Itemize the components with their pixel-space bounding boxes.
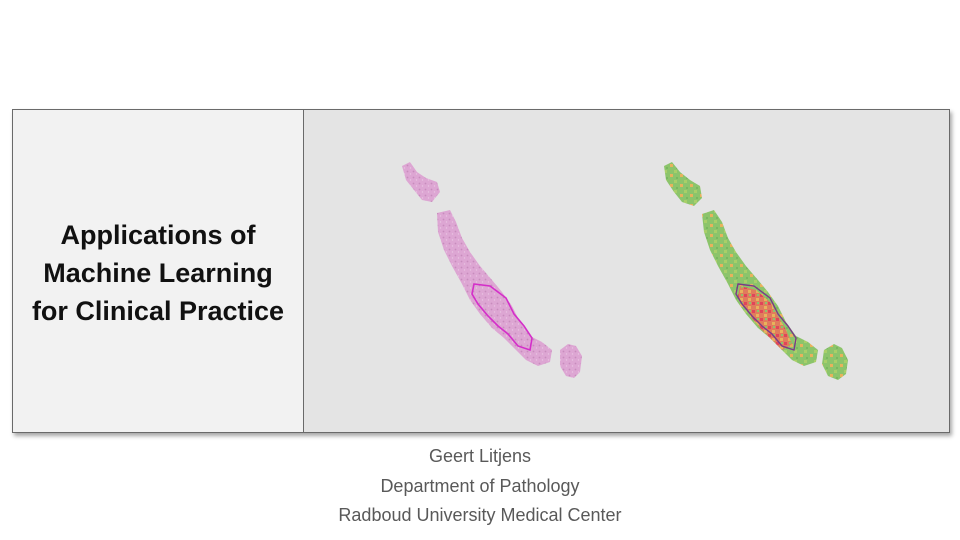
tissue-core-main <box>437 210 552 366</box>
heatmap-annotation-outline <box>735 283 797 351</box>
tissue-figure <box>402 162 848 380</box>
image-panel <box>304 110 949 432</box>
institution-name: Radboud University Medical Center <box>338 505 622 525</box>
author-name: Geert Litjens <box>428 446 532 466</box>
heatmap-core-main <box>702 210 818 366</box>
title-line-2: Machine Learning <box>43 258 273 288</box>
heatmap-fragment-bottom <box>822 344 848 380</box>
title-line-3: for Clinical Practice <box>31 296 285 326</box>
department-name: Department of Pathology <box>380 475 580 496</box>
title-line-1: Applications of <box>60 220 256 250</box>
credits: Geert Litjens Department of Pathology Ra… <box>0 442 960 531</box>
tumor-annotation-outline <box>471 283 533 352</box>
he-stained-tissue-image <box>402 162 582 378</box>
title-banner: Applications of Machine Learning for Cli… <box>12 109 950 433</box>
tissue-fragment-bottom <box>560 344 582 378</box>
cancer-likelihood-heatmap <box>664 162 848 380</box>
title-box: Applications of Machine Learning for Cli… <box>13 110 304 432</box>
tissue-fragment-top <box>402 162 440 202</box>
slide-title: Applications of Machine Learning for Cli… <box>32 212 284 330</box>
heatmap-hotspot <box>738 286 792 350</box>
heatmap-fragment-top <box>664 162 702 206</box>
